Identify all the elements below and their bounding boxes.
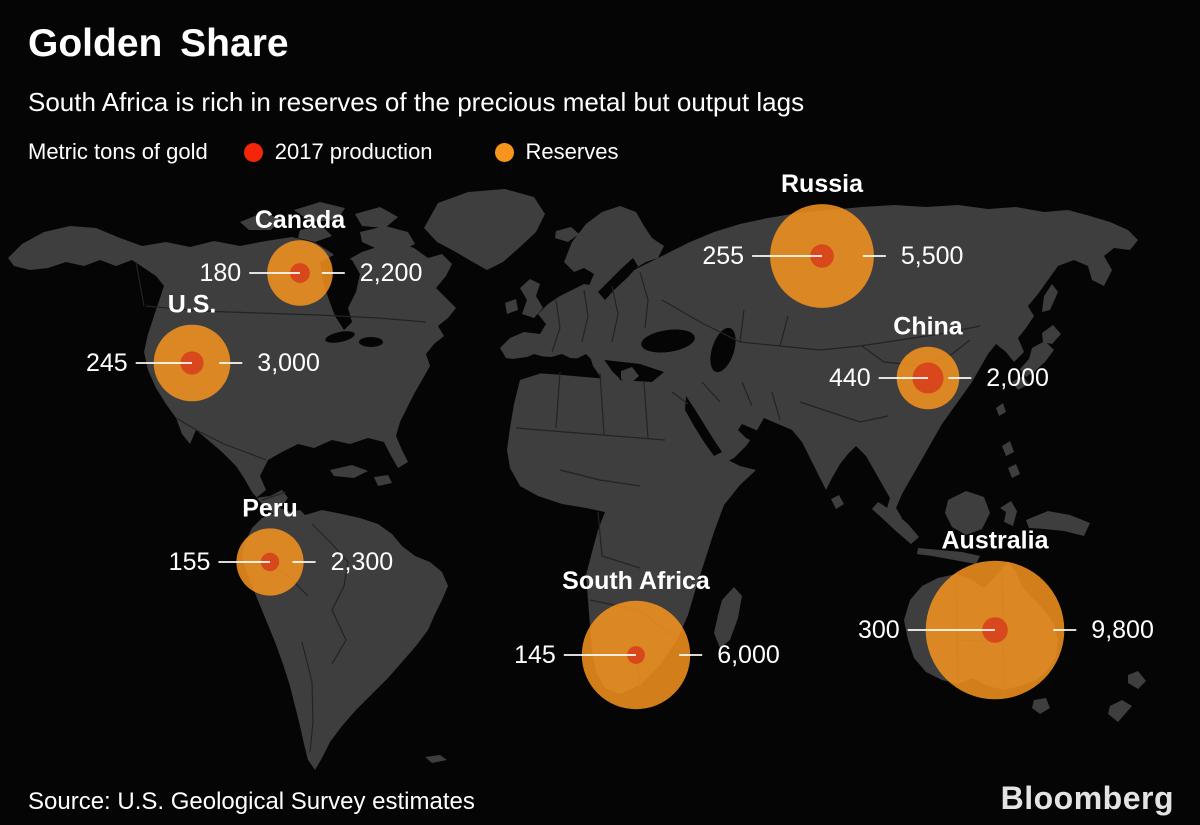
africa-landmass [507, 368, 756, 694]
country-group-canada: 180 2,200 Canada [199, 206, 422, 306]
chart-subtitle: South Africa is rich in reserves of the … [28, 87, 805, 117]
reserves-value: 3,000 [257, 349, 320, 377]
country-label: Russia [781, 170, 864, 198]
chart-legend: Metric tons of gold 2017 production Rese… [28, 139, 618, 165]
reserves-value: 9,800 [1091, 616, 1154, 644]
scandinavia-landmass [564, 206, 664, 298]
country-label: South Africa [562, 567, 711, 595]
country-group-australia: 300 9,800 Australia [858, 527, 1154, 700]
production-value: 440 [829, 364, 871, 392]
greece [621, 367, 639, 384]
country-label: Canada [255, 206, 346, 234]
new-zealand [1108, 671, 1146, 722]
reserves-value: 2,200 [360, 259, 423, 287]
reserves-value: 6,000 [717, 641, 780, 669]
caspian-sea [710, 327, 736, 373]
country-group-russia: 255 5,500 Russia [702, 170, 963, 308]
production-value: 255 [702, 242, 744, 270]
reserves-value: 2,000 [986, 364, 1049, 392]
southern-europe [588, 346, 639, 397]
production-value: 145 [514, 641, 556, 669]
british-isles [505, 279, 543, 318]
arctic-islands [240, 202, 415, 252]
reserves-value: 2,300 [331, 548, 394, 576]
italy [588, 346, 620, 397]
reserves-value: 5,500 [901, 242, 964, 270]
indonesia-islands [872, 491, 1090, 564]
country-group-south-africa: 145 6,000 South Africa [514, 567, 780, 710]
great-lake-west [325, 331, 355, 343]
country-label: U.S. [168, 291, 217, 319]
production-value: 245 [86, 349, 128, 377]
legend-item-reserves: Reserves [494, 139, 619, 165]
production-value: 300 [858, 616, 900, 644]
chart-footer: Source: U.S. Geological Survey estimates… [28, 780, 1174, 817]
caribbean-islands [330, 465, 392, 486]
black-sea [641, 329, 695, 353]
production-value: 180 [199, 259, 241, 287]
madagascar [714, 587, 742, 648]
legend-reserves-label: Reserves [525, 139, 619, 164]
reserves-legend-dot-icon [494, 142, 514, 162]
country-group-china: 440 2,000 China [829, 313, 1049, 410]
chart-title: Golden Share [28, 22, 289, 65]
country-label: Peru [242, 494, 298, 522]
persian-gulf [738, 424, 766, 444]
production-value: 155 [169, 548, 211, 576]
country-label: Australia [942, 527, 1050, 555]
country-label: China [893, 313, 964, 341]
legend-item-production: 2017 production [243, 139, 433, 165]
iceland [555, 227, 579, 242]
inland-seas [320, 254, 766, 456]
greenland-landmass [424, 189, 545, 270]
country-bubbles: 180 2,200 Canada 245 3,000 U.S. 255 5,50… [86, 170, 1154, 710]
legend-production-label: 2017 production [274, 139, 433, 164]
baltic-sea [598, 258, 638, 300]
legend-unit-label: Metric tons of gold [28, 139, 208, 164]
production-legend-dot-icon [243, 142, 263, 162]
country-group-peru: 155 2,300 Peru [169, 494, 394, 596]
country-borders [135, 261, 1005, 753]
great-lake-east [359, 337, 383, 347]
eurasia-landmass [500, 205, 1138, 524]
source-note: Source: U.S. Geological Survey estimates [28, 788, 475, 815]
bloomberg-logo: Bloomberg [1000, 780, 1174, 816]
red-sea [685, 396, 722, 456]
country-group-us: 245 3,000 U.S. [86, 291, 320, 402]
